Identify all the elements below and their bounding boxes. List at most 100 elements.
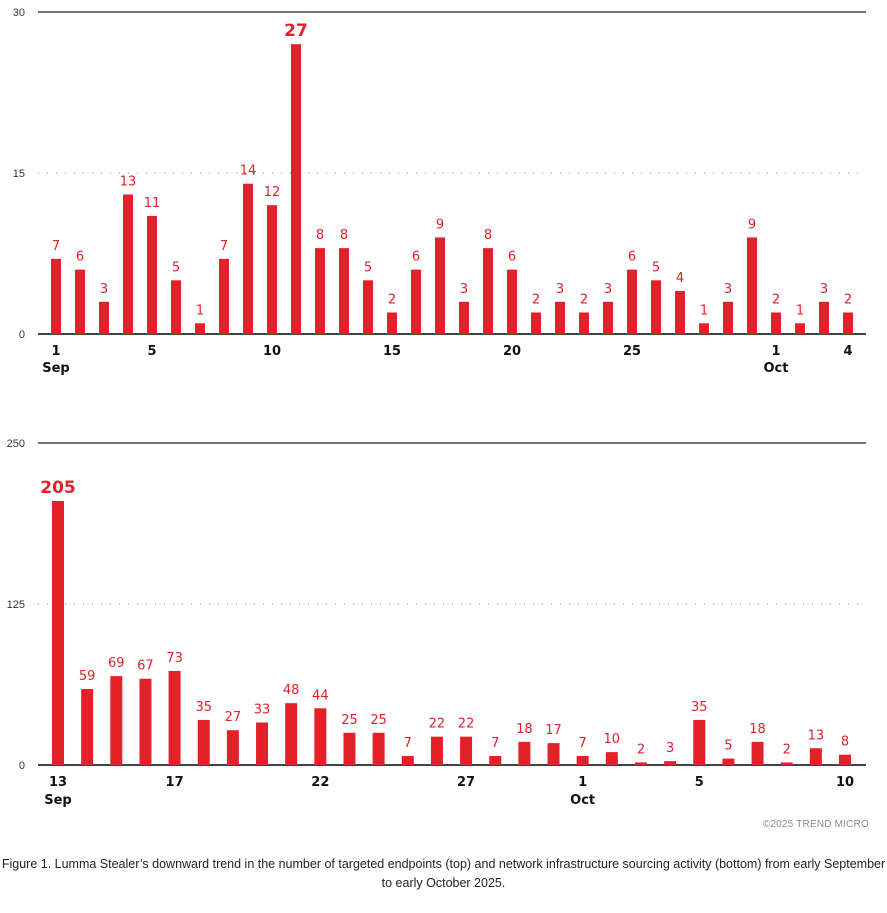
chart2-data-label: 7	[404, 736, 412, 751]
chart2-ytick-label: 0	[19, 760, 25, 772]
chart2-bar	[52, 500, 64, 765]
chart1-bar	[819, 301, 829, 334]
chart2-bar	[460, 736, 473, 765]
chart2-bar	[489, 755, 502, 765]
chart2-data-label: 67	[137, 659, 154, 674]
chart2-bar	[518, 741, 531, 765]
chart1-bar	[363, 280, 373, 334]
chart2-data-label: 17	[545, 723, 562, 738]
chart2-data-label: 5	[724, 739, 732, 754]
chart1-bar	[459, 301, 469, 334]
chart1-ytick-label: 30	[13, 7, 25, 19]
chart2-bar	[401, 755, 414, 765]
chart1-ytick-label: 0	[19, 329, 25, 341]
chart1-data-label: 14	[240, 164, 257, 179]
chart1-data-label: 6	[508, 250, 516, 265]
chart2-bar	[81, 689, 94, 765]
chart1-bar	[579, 312, 589, 334]
chart1-bar	[843, 312, 853, 334]
chart2-bar	[634, 762, 647, 765]
chart1-data-label: 27	[284, 21, 308, 41]
chart1-bar	[99, 301, 109, 334]
chart2-data-label: 7	[491, 736, 499, 751]
chart1-bar	[771, 312, 781, 334]
chart2-bar	[343, 732, 356, 765]
chart2-data-label: 69	[108, 656, 125, 671]
chart2-data-label: 22	[458, 717, 475, 732]
chart2-bar	[722, 758, 735, 765]
chart2-data-label: 48	[283, 683, 300, 698]
chart1-data-label: 1	[796, 303, 804, 318]
chart2-bar	[285, 703, 298, 765]
chart1-bar	[747, 237, 757, 334]
chart2-bar	[693, 719, 706, 765]
chart2-bar	[226, 730, 239, 765]
chart1-xtick-label: 25	[623, 344, 641, 359]
chart2-data-label: 205	[40, 478, 76, 498]
chart1-data-label: 3	[460, 282, 468, 297]
chart1-xtick-month-label: Sep	[42, 361, 70, 376]
chart1-bar	[555, 301, 565, 334]
figure-caption: Figure 1. Lumma Stealer’s downward trend…	[1, 857, 886, 890]
chart2-xtick-label: 27	[457, 775, 475, 790]
chart1-data-label: 5	[172, 260, 180, 275]
chart2-bar	[197, 719, 210, 765]
chart1-data-label: 9	[748, 217, 756, 232]
chart2-ytick-label: 125	[7, 599, 25, 611]
chart2-data-label: 59	[79, 669, 96, 684]
chart1-data-label: 2	[772, 293, 780, 308]
chart1-xtick-month-label: Oct	[764, 361, 789, 376]
chart1-data-label: 2	[580, 293, 588, 308]
chart2-bar	[664, 761, 677, 765]
chart1-bar	[411, 269, 421, 334]
chart1-data-label: 2	[844, 293, 852, 308]
chart1-data-label: 9	[436, 217, 444, 232]
chart2-data-label: 44	[312, 688, 329, 703]
chart2-data-label: 27	[225, 710, 242, 725]
chart1-data-label: 3	[820, 282, 828, 297]
chart1-xtick-label: 5	[147, 344, 156, 359]
chart1-bar	[651, 280, 661, 334]
chart1-data-label: 2	[532, 293, 540, 308]
chart2-xtick-label: 10	[836, 775, 854, 790]
chart1-data-label: 7	[52, 239, 60, 254]
chart1-bar	[75, 269, 85, 334]
chart1-bar	[507, 269, 517, 334]
chart1-bar	[291, 44, 301, 334]
chart2-bar	[780, 762, 793, 765]
chart1-bar	[387, 312, 397, 334]
chart1-data-label: 3	[100, 282, 108, 297]
chart2-xtick-label: 1	[578, 775, 587, 790]
chart2-data-label: 73	[166, 651, 183, 666]
chart1-xtick-label: 1	[771, 344, 780, 359]
chart2-bar	[605, 752, 618, 765]
chart1-bar	[483, 248, 493, 334]
chart2-xtick-label: 13	[49, 775, 67, 790]
chart1-bar	[603, 301, 613, 334]
chart1-xtick-label: 20	[503, 344, 521, 359]
chart1-bar	[723, 301, 733, 334]
chart2-xtick-label: 22	[311, 775, 329, 790]
chart1-data-label: 1	[196, 303, 204, 318]
chart1-data-label: 1	[700, 303, 708, 318]
chart1-data-label: 3	[724, 282, 732, 297]
chart1-data-label: 5	[364, 260, 372, 275]
chart2-bar	[168, 670, 181, 765]
chart2-data-label: 18	[749, 722, 766, 737]
chart2-data-label: 2	[783, 742, 791, 757]
chart1-bar	[243, 183, 253, 334]
chart2-bar	[430, 736, 443, 765]
copyright-notice: ©2025 TREND MICRO	[762, 819, 869, 830]
chart1-bar	[339, 248, 349, 334]
chart2-bar	[547, 743, 560, 765]
chart1-data-label: 6	[412, 250, 420, 265]
chart2-bar	[809, 748, 822, 765]
chart1-bar	[195, 323, 205, 334]
chart1-data-label: 13	[120, 174, 137, 189]
chart2-data-label: 18	[516, 722, 533, 737]
chart2-data-label: 8	[841, 735, 849, 750]
chart2-data-label: 33	[254, 702, 271, 717]
chart2-bar	[839, 754, 851, 765]
chart2-xtick-month-label: Oct	[570, 793, 595, 808]
